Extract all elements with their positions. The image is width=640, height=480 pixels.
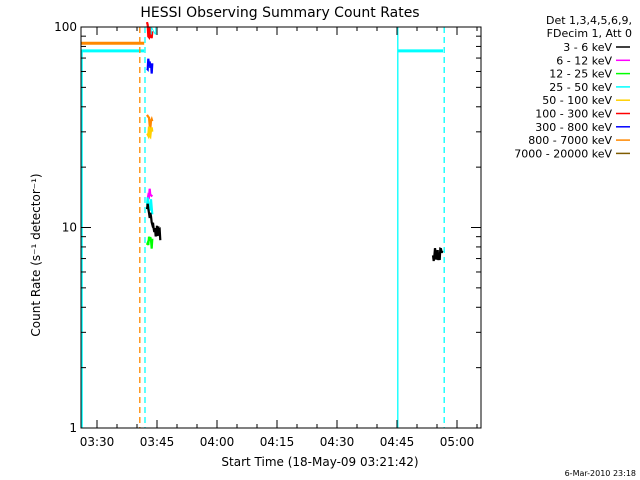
- legend-label: 3 - 6 keV: [563, 41, 612, 54]
- y-tick-label: 100: [54, 20, 77, 34]
- series-line-50-100-kev: [146, 126, 154, 140]
- x-tick-label: 04:00: [200, 435, 235, 449]
- legend-label: 100 - 300 keV: [535, 108, 612, 121]
- annotation-0: N: [150, 26, 157, 37]
- legend-label: 800 - 7000 keV: [528, 134, 612, 147]
- legend-label: 50 - 100 keV: [542, 94, 612, 107]
- axis-layer: 03:30 03:45 04:00 04:15 04:30 04:45 05:00 1 10 10…: [54, 20, 482, 449]
- series-line-3-6-kev: [145, 203, 444, 262]
- x-tick-label: 04:30: [320, 435, 355, 449]
- x-tick-label: 03:30: [80, 435, 115, 449]
- series-line-12-25-kev: [145, 236, 154, 249]
- chart-title: HESSI Observing Summary Count Rates: [140, 5, 419, 21]
- series-layer: [81, 21, 444, 262]
- series-line-800-7000-kev: [146, 114, 154, 130]
- legend: Det 1,3,4,5,6,9,FDecim 1, Att 03 - 6 keV…: [514, 14, 632, 160]
- legend-label: 6 - 12 keV: [556, 54, 612, 67]
- series-line-300-800-kev: [146, 58, 154, 74]
- marker-layer: N: [81, 26, 445, 428]
- series-line-25-50-kev: [145, 197, 154, 215]
- x-axis-label: Start Time (18-May-09 03:21:42): [221, 455, 418, 469]
- legend-header-line: Det 1,3,4,5,6,9,: [546, 14, 632, 27]
- y-axis-label: Count Rate (s⁻¹ detector⁻¹): [29, 173, 43, 336]
- x-tick-label: 04:15: [260, 435, 295, 449]
- x-tick-label: 05:00: [440, 435, 475, 449]
- legend-header-line: FDecim 1, Att 0: [547, 27, 632, 40]
- x-tick-label: 03:45: [140, 435, 175, 449]
- y-tick-label: 1: [69, 421, 77, 435]
- plot-timestamp: 6-Mar-2010 23:18: [565, 469, 636, 478]
- x-tick-label: 04:45: [380, 435, 415, 449]
- legend-label: 12 - 25 keV: [549, 68, 612, 81]
- legend-label: 300 - 800 keV: [535, 121, 612, 134]
- legend-label: 25 - 50 keV: [549, 81, 612, 94]
- y-tick-label: 10: [62, 221, 77, 235]
- legend-label: 7000 - 20000 keV: [514, 147, 612, 160]
